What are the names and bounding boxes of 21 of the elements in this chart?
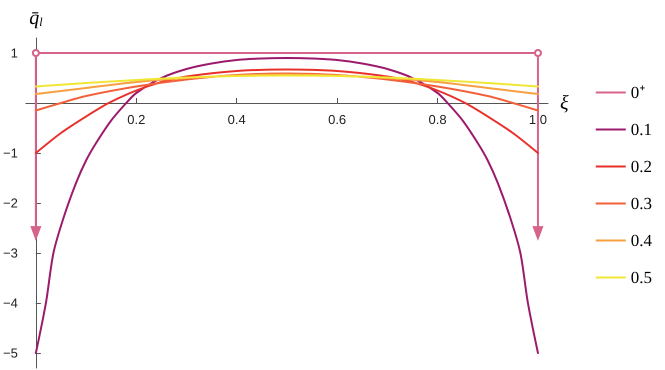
y-tick-label: −2 bbox=[2, 196, 18, 210]
legend-label: 0.4 bbox=[630, 231, 652, 250]
x-axis-title: ξ bbox=[560, 92, 569, 114]
x-tick-label: 0.6 bbox=[328, 112, 346, 127]
line-series bbox=[34, 74, 539, 88]
y-tick-label: −4 bbox=[2, 296, 18, 310]
y-tick-label: −3 bbox=[2, 246, 18, 260]
y-tick-label: −5 bbox=[2, 346, 18, 360]
y-tick-label: 1 bbox=[10, 46, 18, 60]
y-axis-title: q̄l bbox=[29, 7, 44, 29]
x-tick-label: 0.8 bbox=[428, 112, 447, 127]
legend-label: 0.1 bbox=[630, 120, 652, 139]
legend-label: 0⁺ bbox=[630, 83, 646, 102]
legend-label: 0.5 bbox=[630, 268, 652, 287]
y-tick-label: −1 bbox=[2, 146, 18, 160]
legend-label: 0.2 bbox=[630, 157, 652, 176]
x-tick-label: 0.4 bbox=[228, 112, 246, 127]
legend-label: 0.3 bbox=[630, 194, 652, 213]
line-series bbox=[34, 72, 539, 112]
x-tick-label: 0.2 bbox=[127, 112, 146, 127]
line-series bbox=[34, 74, 539, 95]
